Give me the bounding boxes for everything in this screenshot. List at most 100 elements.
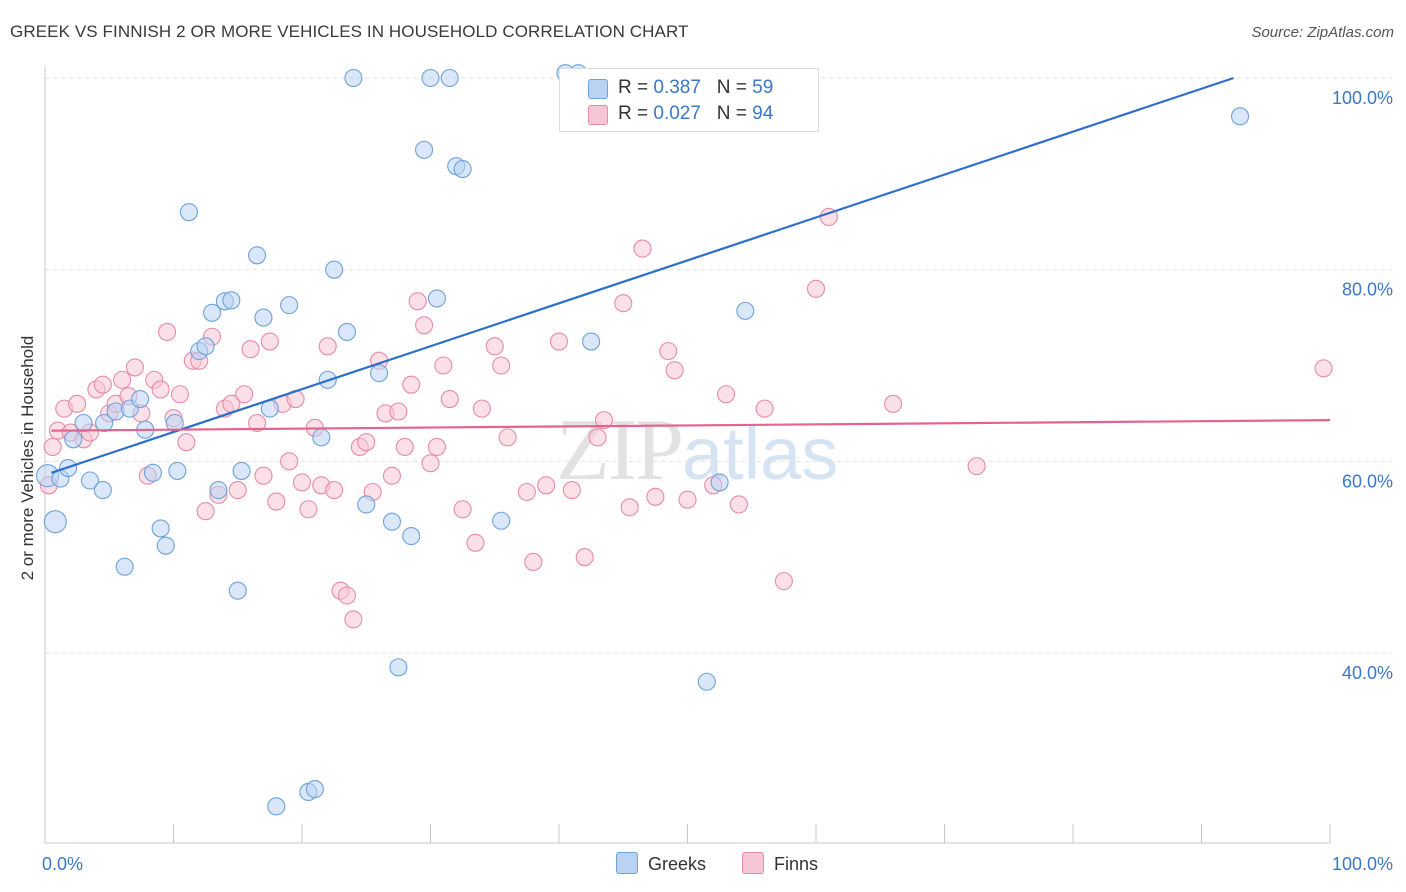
greeks-point-8 — [95, 413, 114, 433]
x-tick-label-min: 0.0% — [42, 854, 83, 874]
greeks-point-58 — [1231, 107, 1250, 126]
finns-point-73 — [549, 332, 569, 351]
greeks-point-25 — [222, 291, 241, 310]
finns-point-82 — [659, 342, 678, 361]
finns-point-66 — [472, 399, 491, 418]
greeks-point-45 — [415, 140, 434, 159]
axes — [44, 66, 1331, 844]
finns-point-9 — [93, 375, 112, 394]
finns-point-65 — [466, 533, 485, 552]
finns-point-92 — [884, 394, 903, 413]
finns-point-88 — [755, 399, 774, 418]
finns-point-76 — [588, 428, 607, 447]
finns-point-30 — [228, 481, 247, 500]
bottom-legend-greeks: Greeks — [616, 852, 706, 875]
finns-point-44 — [318, 337, 337, 356]
greeks-point-37 — [325, 260, 344, 279]
y-tick-label-40: 40.0% — [1342, 663, 1393, 683]
legend-text-greeks: R = 0.387 N = 59 — [618, 77, 773, 99]
greeks-point-39 — [344, 68, 363, 88]
source-credit: Source: ZipAtlas.com — [1251, 24, 1394, 41]
greeks-point-10 — [115, 557, 134, 576]
legend-r-label: R = — [618, 103, 649, 124]
greeks-trend-line — [51, 76, 1234, 474]
finns-point-74 — [562, 481, 581, 500]
finns-point-32 — [241, 340, 260, 359]
greeks-point-4 — [64, 430, 83, 449]
finns-point-87 — [729, 495, 748, 514]
greeks-point-27 — [232, 461, 251, 480]
greeks-point-18 — [168, 461, 187, 480]
watermark-zip: ZIP — [556, 402, 684, 499]
finns-point-72 — [537, 476, 556, 495]
finns-point-45 — [325, 481, 344, 500]
finns-point-93 — [967, 457, 986, 476]
greeks-point-40 — [357, 495, 376, 514]
finns-point-83 — [665, 361, 684, 380]
y-tick-label-60: 60.0% — [1342, 471, 1393, 491]
correlation-legend: R = 0.387 N = 59 R = 0.027 N = 94 — [559, 68, 819, 132]
bottom-legend-swatch-greeks — [616, 852, 638, 874]
greeks-point-51 — [492, 511, 511, 530]
finns-point-50 — [357, 433, 376, 452]
finns-point-33 — [247, 413, 267, 433]
legend-text-finns: R = 0.027 N = 94 — [618, 103, 773, 125]
grid-lines — [45, 77, 1392, 654]
finns-point-31 — [235, 385, 254, 404]
greeks-point-42 — [382, 512, 402, 531]
finns-point-54 — [382, 466, 402, 485]
finns-point-36 — [267, 492, 286, 511]
finns-point-62 — [434, 356, 453, 375]
greeks-point-1 — [43, 510, 67, 534]
finns-point-48 — [344, 610, 363, 629]
finns-point-14 — [125, 358, 144, 377]
greeks-point-29 — [254, 308, 273, 327]
greeks-point-32 — [280, 296, 299, 315]
finns-point-40 — [292, 473, 312, 492]
finns-point-64 — [453, 500, 472, 519]
finns-point-84 — [678, 490, 697, 509]
greeks-point-16 — [156, 536, 175, 555]
finns-point-59 — [415, 316, 434, 335]
finns-point-1 — [43, 437, 62, 457]
finns-point-34 — [254, 466, 273, 485]
finns-point-38 — [280, 452, 299, 471]
finns-point-81 — [646, 487, 665, 506]
greeks-point-44 — [402, 527, 421, 546]
finns-point-75 — [575, 548, 594, 567]
greeks-point-43 — [389, 658, 408, 677]
finns-point-86 — [716, 385, 736, 404]
finns-point-35 — [260, 332, 279, 351]
finns-point-21 — [170, 385, 189, 404]
finns-point-63 — [440, 389, 459, 409]
finns-point-56 — [395, 437, 414, 457]
finns-point-19 — [158, 322, 177, 342]
greeks-point-56 — [710, 473, 729, 492]
greeks-point-50 — [453, 159, 472, 179]
finns-point-61 — [427, 437, 446, 457]
finns-point-80 — [633, 239, 652, 258]
finns-point-78 — [614, 294, 633, 313]
greeks-point-47 — [427, 289, 446, 308]
greeks-point-57 — [736, 301, 755, 320]
finns-points — [39, 207, 1333, 629]
bottom-legend-swatch-finns — [742, 852, 764, 874]
legend-n-label: N = — [716, 77, 747, 98]
greeks-point-12 — [131, 389, 150, 409]
finns-point-25 — [196, 502, 215, 521]
finns-point-18 — [151, 380, 170, 399]
finns-point-69 — [498, 428, 517, 447]
finns-point-55 — [389, 402, 408, 421]
legend-n-value-greeks: 59 — [752, 77, 774, 98]
bottom-legend-label-finns: Finns — [774, 854, 819, 874]
finns-trend-line — [51, 419, 1331, 432]
greeks-point-7 — [93, 481, 112, 500]
finns-point-90 — [806, 279, 826, 298]
greeks-point-46 — [421, 68, 440, 88]
legend-n-value-finns: 94 — [752, 103, 774, 124]
finns-point-67 — [485, 337, 504, 356]
finns-point-89 — [774, 572, 793, 591]
legend-r-value-greeks: 0.387 — [653, 77, 701, 98]
legend-r-value-finns: 0.027 — [653, 103, 701, 124]
